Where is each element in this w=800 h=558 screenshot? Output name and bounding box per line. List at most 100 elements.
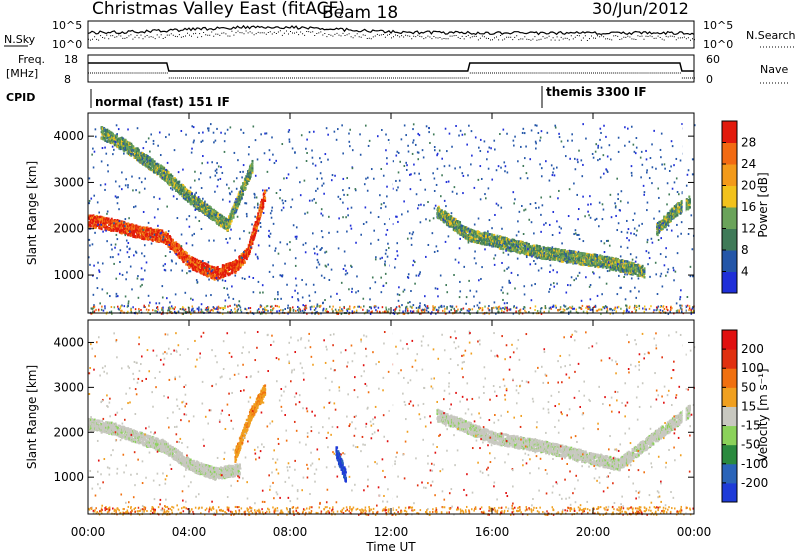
data-cell <box>223 223 226 226</box>
data-cell <box>94 220 97 224</box>
data-cell <box>91 222 94 225</box>
data-cell <box>231 268 234 271</box>
data-cell <box>251 164 254 168</box>
data-cell <box>122 138 125 142</box>
data-cell <box>548 252 551 255</box>
data-cell <box>202 206 205 209</box>
data-cell <box>201 209 204 213</box>
data-cell <box>604 256 607 259</box>
data-cell <box>624 271 627 274</box>
data-cell <box>600 256 603 259</box>
data-cell <box>154 162 157 166</box>
data-cell <box>252 232 255 236</box>
data-cell <box>594 260 597 263</box>
data-cell <box>629 271 632 274</box>
data-cell <box>171 185 174 189</box>
data-cell <box>448 220 451 223</box>
data-cell <box>527 243 530 246</box>
data-cell <box>554 258 557 261</box>
data-cell <box>538 252 541 255</box>
data-cell <box>200 269 203 272</box>
data-cell <box>527 253 530 257</box>
data-cell <box>516 249 519 252</box>
data-cell <box>570 250 573 253</box>
data-cell <box>185 194 188 197</box>
data-cell <box>215 268 218 272</box>
data-cell <box>455 226 458 229</box>
data-cell <box>209 206 212 209</box>
data-cell <box>169 183 172 186</box>
data-cell <box>240 185 243 188</box>
data-cell <box>171 175 174 178</box>
data-cell <box>202 262 205 265</box>
data-cell <box>450 215 453 218</box>
data-cell <box>203 262 206 265</box>
data-cell <box>166 233 169 236</box>
data-cell <box>99 217 102 221</box>
data-cell <box>182 251 185 254</box>
data-cell <box>627 266 630 269</box>
data-cell <box>252 228 255 231</box>
data-cell <box>92 214 95 217</box>
data-cell <box>257 220 260 223</box>
data-cell <box>216 274 219 277</box>
data-cell <box>557 248 560 251</box>
data-cell <box>141 162 144 165</box>
data-cell <box>581 262 584 265</box>
data-cell <box>195 202 198 205</box>
data-cell <box>207 273 210 277</box>
data-cell <box>137 149 140 152</box>
data-cell <box>88 225 90 228</box>
data-cell <box>138 156 141 159</box>
data-cell <box>135 224 138 227</box>
data-cell <box>180 251 183 255</box>
data-cell <box>536 248 539 252</box>
data-cell <box>252 237 255 241</box>
data-cell <box>237 193 240 196</box>
data-cell <box>156 236 159 240</box>
data-cell <box>625 267 628 270</box>
data-cell <box>128 227 131 230</box>
data-cell <box>588 261 591 264</box>
data-cell <box>111 132 114 136</box>
nave-tick-bottom: 0 <box>706 73 713 86</box>
data-cell <box>147 235 150 239</box>
data-cell <box>92 220 95 224</box>
data-cell <box>173 245 176 248</box>
data-cell <box>185 252 188 255</box>
data-cell <box>218 268 221 271</box>
data-cell <box>221 223 224 226</box>
data-cell <box>106 128 109 132</box>
data-cell <box>216 219 219 222</box>
power-data <box>88 113 696 315</box>
data-cell <box>517 251 520 254</box>
data-cell <box>454 221 457 224</box>
data-cell <box>108 228 111 231</box>
data-cell <box>101 216 104 219</box>
data-cell <box>152 163 155 166</box>
data-cell <box>171 184 174 187</box>
freq-unit: [MHz] <box>6 67 38 80</box>
data-cell <box>163 169 166 173</box>
data-cell <box>190 199 193 203</box>
data-cell <box>212 213 215 217</box>
data-cell <box>226 220 229 224</box>
data-cell <box>219 269 222 272</box>
data-cell <box>575 257 578 260</box>
data-cell <box>211 277 214 280</box>
data-cell <box>592 259 595 263</box>
data-cell <box>553 249 556 252</box>
data-cell <box>210 273 213 276</box>
data-cell <box>616 257 619 261</box>
nsearch-tick-bottom: 10^0 <box>703 38 733 51</box>
data-cell <box>237 194 240 198</box>
data-cell <box>458 229 461 232</box>
data-cell <box>207 269 210 272</box>
data-cell <box>561 254 564 258</box>
data-cell <box>485 235 488 239</box>
data-cell <box>120 143 123 146</box>
data-cell <box>181 186 184 190</box>
data-cell <box>232 215 235 219</box>
data-cell <box>497 245 500 248</box>
data-cell <box>170 243 173 246</box>
